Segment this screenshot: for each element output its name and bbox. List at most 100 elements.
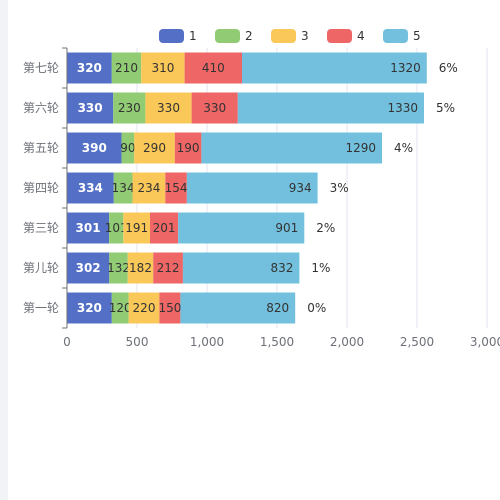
bar-value-label: 302 — [76, 261, 101, 275]
bar-value-label: 901 — [275, 221, 298, 235]
y-tick-label: 第六轮 — [23, 101, 59, 115]
x-tick-label: 2,000 — [330, 335, 364, 349]
bar-segment-series-5[interactable] — [237, 92, 424, 124]
bar-value-label: 334 — [78, 181, 103, 195]
bar-value-label: 150 — [158, 301, 181, 315]
x-tick-label: 0 — [63, 335, 71, 349]
bar-segment-series-3[interactable] — [134, 132, 175, 164]
bar-segment-series-5[interactable] — [182, 252, 300, 284]
bar-value-label: 330 — [78, 101, 103, 115]
bar-segment-series-1[interactable] — [67, 172, 114, 204]
bar-value-label: 230 — [118, 101, 141, 115]
bar-segment-series-4[interactable] — [191, 92, 238, 124]
x-tick-label: 3,000 — [470, 335, 500, 349]
bar-value-label: 132 — [107, 261, 130, 275]
bar-segment-series-5[interactable] — [242, 52, 427, 84]
bar-value-label: 330 — [203, 101, 226, 115]
bar-value-label: 154 — [165, 181, 188, 195]
x-tick-label: 1,500 — [260, 335, 294, 349]
bar-segment-series-4[interactable] — [174, 132, 202, 164]
bar-segment-series-4[interactable] — [184, 52, 242, 84]
bar-value-label: 310 — [151, 61, 174, 75]
legend-swatch — [271, 29, 296, 43]
bar-segment-series-4[interactable] — [165, 172, 187, 204]
bar-value-label: 1320 — [390, 61, 421, 75]
bar-value-label: 1290 — [345, 141, 376, 155]
bar-segment-series-5[interactable] — [201, 132, 382, 164]
bar-value-label: 220 — [133, 301, 156, 315]
bar-segment-series-3[interactable] — [127, 252, 154, 284]
bar-value-label: 290 — [143, 141, 166, 155]
bar-segment-series-1[interactable] — [67, 252, 110, 284]
legend-label: 5 — [413, 29, 421, 43]
bar-value-label: 1330 — [387, 101, 418, 115]
bar-segment-series-1[interactable] — [67, 132, 122, 164]
legend-label: 2 — [245, 29, 253, 43]
legend-swatch — [215, 29, 240, 43]
legend-item-5[interactable]: 5 — [383, 29, 421, 43]
bar-value-label: 210 — [115, 61, 138, 75]
bar-segment-series-4[interactable] — [150, 212, 179, 244]
bar-value-label: 330 — [157, 101, 180, 115]
bar-segment-series-2[interactable] — [121, 132, 135, 164]
bar-value-label: 134 — [112, 181, 135, 195]
bar-segment-series-4[interactable] — [159, 292, 181, 324]
bar-segment-series-2[interactable] — [111, 292, 129, 324]
bar-value-label: 320 — [77, 301, 102, 315]
bar-segment-series-5[interactable] — [186, 172, 318, 204]
legend-label: 1 — [189, 29, 197, 43]
bar-value-label: 410 — [202, 61, 225, 75]
legend-item-2[interactable]: 2 — [215, 29, 253, 43]
bar-segment-series-3[interactable] — [141, 52, 185, 84]
bar-value-label: 191 — [125, 221, 148, 235]
bar-value-label: 90 — [120, 141, 135, 155]
x-tick-label: 1,000 — [190, 335, 224, 349]
bar-value-label: 101 — [105, 221, 128, 235]
axes: 0 500 1,000 1,500 2,000 2,500 3,000 第一轮 第儿轮 第三轮 第四… — [23, 47, 500, 349]
bar-value-label: 390 — [82, 141, 107, 155]
x-tick-label: 500 — [126, 335, 149, 349]
bar-segment-series-4[interactable] — [153, 252, 183, 284]
bar-value-label: 212 — [157, 261, 180, 275]
bar-segment-series-3[interactable] — [132, 172, 166, 204]
bar-end-label: 6% — [439, 61, 458, 75]
legend-label: 4 — [357, 29, 365, 43]
legend-item-1[interactable]: 1 — [159, 29, 197, 43]
legend-item-3[interactable]: 3 — [271, 29, 309, 43]
y-tick-label: 第七轮 — [23, 61, 59, 75]
bar-value-label: 182 — [129, 261, 152, 275]
bar-end-label: 0% — [307, 301, 326, 315]
bar-value-label: 320 — [77, 61, 102, 75]
bar-segment-series-1[interactable] — [67, 212, 110, 244]
legend[interactable]: 1 2 3 4 5 — [159, 29, 421, 43]
legend-item-4[interactable]: 4 — [327, 29, 365, 43]
x-tick-label: 2,500 — [400, 335, 434, 349]
y-tick-label: 第三轮 — [23, 221, 59, 235]
bar-segment-series-3[interactable] — [128, 292, 160, 324]
bar-value-label: 190 — [177, 141, 200, 155]
bar-end-label: 5% — [436, 101, 455, 115]
y-tick-label: 第儿轮 — [23, 261, 59, 275]
bar-segment-series-2[interactable] — [113, 172, 133, 204]
bar-value-label: 820 — [266, 301, 289, 315]
bar-segment-series-2[interactable] — [113, 92, 146, 124]
bar-segment-series-3[interactable] — [123, 212, 151, 244]
y-tick-label: 第五轮 — [23, 141, 59, 155]
bar-segment-series-2[interactable] — [109, 212, 124, 244]
bar-end-label: 4% — [394, 141, 413, 155]
bar-value-label: 832 — [270, 261, 293, 275]
bar-segment-series-5[interactable] — [180, 292, 296, 324]
bar-value-label: 120 — [109, 301, 132, 315]
legend-label: 3 — [301, 29, 309, 43]
bar-segment-series-1[interactable] — [67, 52, 112, 84]
bar-segment-series-2[interactable] — [109, 252, 128, 284]
bar-end-label: 2% — [316, 221, 335, 235]
bar-segment-series-1[interactable] — [67, 292, 112, 324]
bar-segment-series-2[interactable] — [111, 52, 142, 84]
legend-swatch — [383, 29, 408, 43]
bar-value-label: 201 — [153, 221, 176, 235]
bar-segment-series-5[interactable] — [178, 212, 305, 244]
bar-segment-series-1[interactable] — [67, 92, 114, 124]
bar-segment-series-3[interactable] — [145, 92, 192, 124]
